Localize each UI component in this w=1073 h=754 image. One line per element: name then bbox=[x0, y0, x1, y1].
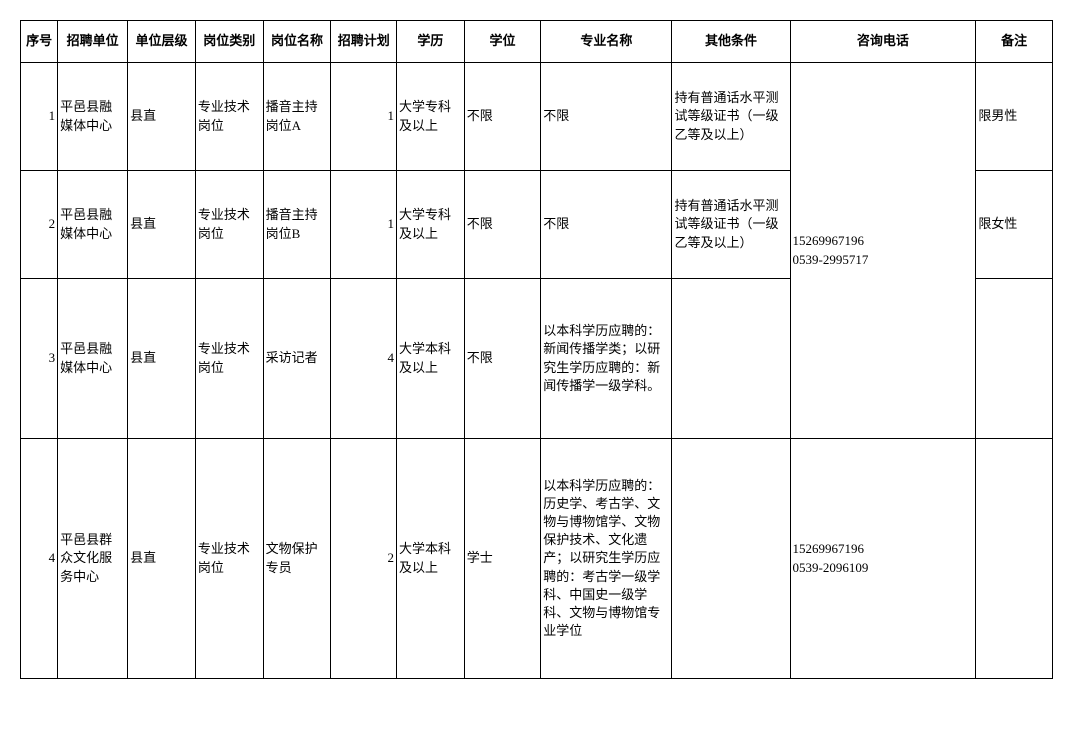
cell-degree: 不限 bbox=[464, 63, 541, 171]
col-header-ptype: 岗位类别 bbox=[195, 21, 263, 63]
cell-other: 持有普通话水平测试等级证书（一级乙等及以上） bbox=[672, 171, 790, 279]
cell-plan: 1 bbox=[331, 63, 397, 171]
cell-major: 以本科学历应聘的：新闻传播学类；以研究生学历应聘的：新闻传播学一级学科。 bbox=[541, 279, 672, 439]
cell-degree: 不限 bbox=[464, 279, 541, 439]
cell-level: 县直 bbox=[128, 63, 196, 171]
col-header-plan: 招聘计划 bbox=[331, 21, 397, 63]
col-header-unit: 招聘单位 bbox=[58, 21, 128, 63]
cell-note bbox=[976, 439, 1053, 679]
cell-note bbox=[976, 279, 1053, 439]
cell-phone-group2: 15269967196 0539-2096109 bbox=[790, 439, 976, 679]
col-header-phone: 咨询电话 bbox=[790, 21, 976, 63]
cell-pname: 采访记者 bbox=[263, 279, 331, 439]
cell-other bbox=[672, 439, 790, 679]
cell-major: 不限 bbox=[541, 171, 672, 279]
cell-seq: 3 bbox=[21, 279, 58, 439]
cell-note: 限女性 bbox=[976, 171, 1053, 279]
cell-plan: 1 bbox=[331, 171, 397, 279]
cell-phone-group1: 15269967196 0539-2995717 bbox=[790, 63, 976, 439]
cell-unit: 平邑县融媒体中心 bbox=[58, 63, 128, 171]
cell-level: 县直 bbox=[128, 279, 196, 439]
cell-ptype: 专业技术岗位 bbox=[195, 171, 263, 279]
cell-seq: 1 bbox=[21, 63, 58, 171]
table-row: 1 平邑县融媒体中心 县直 专业技术岗位 播音主持岗位A 1 大学专科及以上 不… bbox=[21, 63, 1053, 171]
col-header-major: 专业名称 bbox=[541, 21, 672, 63]
col-header-pname: 岗位名称 bbox=[263, 21, 331, 63]
cell-unit: 平邑县融媒体中心 bbox=[58, 279, 128, 439]
cell-edu: 大学专科及以上 bbox=[396, 171, 464, 279]
cell-plan: 2 bbox=[331, 439, 397, 679]
recruitment-table: 序号 招聘单位 单位层级 岗位类别 岗位名称 招聘计划 学历 学位 专业名称 其… bbox=[20, 20, 1053, 679]
cell-edu: 大学本科及以上 bbox=[396, 439, 464, 679]
cell-major: 以本科学历应聘的：历史学、考古学、文物与博物馆学、文物保护技术、文化遗产；以研究… bbox=[541, 439, 672, 679]
cell-degree: 不限 bbox=[464, 171, 541, 279]
cell-unit: 平邑县融媒体中心 bbox=[58, 171, 128, 279]
cell-pname: 播音主持岗位B bbox=[263, 171, 331, 279]
col-header-seq: 序号 bbox=[21, 21, 58, 63]
cell-ptype: 专业技术岗位 bbox=[195, 439, 263, 679]
cell-ptype: 专业技术岗位 bbox=[195, 63, 263, 171]
cell-pname: 播音主持岗位A bbox=[263, 63, 331, 171]
cell-edu: 大学专科及以上 bbox=[396, 63, 464, 171]
cell-pname: 文物保护专员 bbox=[263, 439, 331, 679]
col-header-level: 单位层级 bbox=[128, 21, 196, 63]
cell-seq: 4 bbox=[21, 439, 58, 679]
table-header-row: 序号 招聘单位 单位层级 岗位类别 岗位名称 招聘计划 学历 学位 专业名称 其… bbox=[21, 21, 1053, 63]
col-header-degree: 学位 bbox=[464, 21, 541, 63]
cell-level: 县直 bbox=[128, 439, 196, 679]
cell-seq: 2 bbox=[21, 171, 58, 279]
cell-edu: 大学本科及以上 bbox=[396, 279, 464, 439]
cell-plan: 4 bbox=[331, 279, 397, 439]
cell-major: 不限 bbox=[541, 63, 672, 171]
cell-note: 限男性 bbox=[976, 63, 1053, 171]
col-header-other: 其他条件 bbox=[672, 21, 790, 63]
cell-ptype: 专业技术岗位 bbox=[195, 279, 263, 439]
col-header-note: 备注 bbox=[976, 21, 1053, 63]
cell-other bbox=[672, 279, 790, 439]
cell-level: 县直 bbox=[128, 171, 196, 279]
cell-other: 持有普通话水平测试等级证书（一级乙等及以上） bbox=[672, 63, 790, 171]
cell-unit: 平邑县群众文化服务中心 bbox=[58, 439, 128, 679]
cell-degree: 学士 bbox=[464, 439, 541, 679]
col-header-edu: 学历 bbox=[396, 21, 464, 63]
table-row: 4 平邑县群众文化服务中心 县直 专业技术岗位 文物保护专员 2 大学本科及以上… bbox=[21, 439, 1053, 679]
